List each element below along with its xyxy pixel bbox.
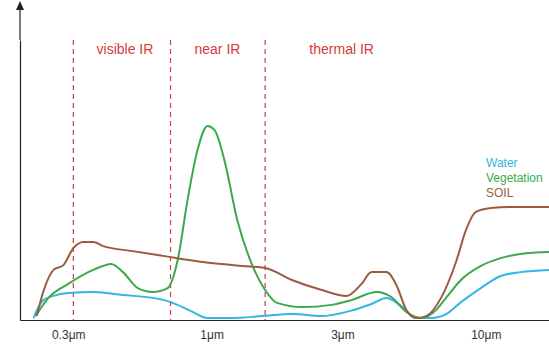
x-axis-line: [21, 320, 549, 321]
series-line: [33, 270, 549, 318]
plot-area: [33, 126, 549, 318]
legend-entry: Vegetation: [486, 171, 543, 185]
y-axis-line: [20, 41, 21, 321]
x-tick: 1μm: [200, 320, 224, 342]
x-tick-label: 1μm: [200, 328, 224, 342]
x-tick: 10μm: [471, 320, 501, 342]
x-axis: 0.3μm 1μm 3μm 10μm: [21, 320, 549, 342]
divider-line: [170, 40, 171, 320]
legend-entry: SOIL: [486, 186, 514, 200]
region-label: visible IR: [97, 41, 154, 57]
y-axis: [20, 41, 21, 321]
x-tick: 0.3μm: [52, 320, 86, 342]
x-tick: 3μm: [331, 320, 355, 342]
x-tick-label: 3μm: [331, 328, 355, 342]
divider-line: [73, 40, 74, 320]
annotations: visible IR near IR thermal IR: [97, 41, 374, 57]
y-axis-extension: [19, 8, 20, 40]
series-line: [36, 126, 549, 318]
x-tick-label: 10μm: [471, 328, 501, 342]
divider-line: [265, 40, 266, 320]
legend-entry: Water: [486, 156, 518, 170]
dividers: [73, 40, 265, 320]
region-label: thermal IR: [309, 41, 374, 57]
series-line: [37, 207, 549, 318]
region-label: near IR: [194, 41, 240, 57]
chart: 0.3μm 1μm 3μm 10μm visible IR near IR thermal …: [0, 0, 549, 349]
legend: WaterVegetationSOIL: [486, 156, 543, 200]
y-axis-arrow: [16, 1, 24, 10]
x-tick-label: 0.3μm: [52, 328, 86, 342]
